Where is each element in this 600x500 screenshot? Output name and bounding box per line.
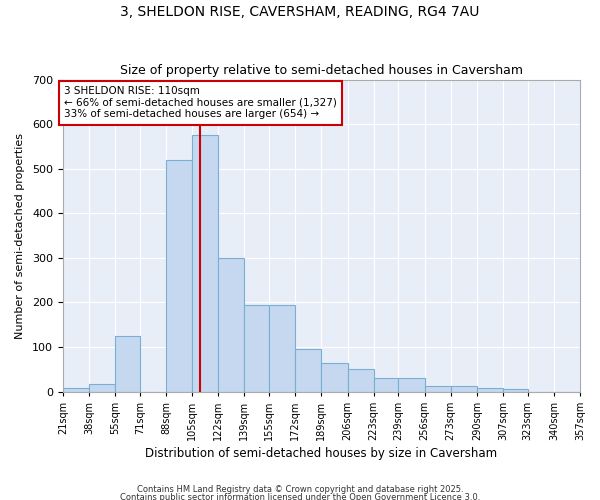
Bar: [503, 390, 527, 392]
Bar: [166, 160, 192, 392]
Bar: [425, 386, 451, 392]
Bar: [244, 304, 269, 392]
Bar: [374, 378, 398, 392]
Bar: [398, 378, 425, 392]
Bar: [63, 388, 89, 392]
Bar: [192, 136, 218, 392]
X-axis label: Distribution of semi-detached houses by size in Caversham: Distribution of semi-detached houses by …: [145, 447, 497, 460]
Bar: [451, 386, 477, 392]
Bar: [115, 336, 140, 392]
Text: 3 SHELDON RISE: 110sqm
← 66% of semi-detached houses are smaller (1,327)
33% of : 3 SHELDON RISE: 110sqm ← 66% of semi-det…: [64, 86, 337, 120]
Bar: [477, 388, 503, 392]
Text: 3, SHELDON RISE, CAVERSHAM, READING, RG4 7AU: 3, SHELDON RISE, CAVERSHAM, READING, RG4…: [121, 5, 479, 19]
Bar: [89, 384, 115, 392]
Bar: [269, 304, 295, 392]
Bar: [322, 362, 347, 392]
Title: Size of property relative to semi-detached houses in Caversham: Size of property relative to semi-detach…: [120, 64, 523, 77]
Bar: [347, 370, 374, 392]
Bar: [295, 350, 322, 392]
Bar: [218, 258, 244, 392]
Y-axis label: Number of semi-detached properties: Number of semi-detached properties: [15, 132, 25, 338]
Text: Contains HM Land Registry data © Crown copyright and database right 2025.: Contains HM Land Registry data © Crown c…: [137, 486, 463, 494]
Text: Contains public sector information licensed under the Open Government Licence 3.: Contains public sector information licen…: [120, 492, 480, 500]
